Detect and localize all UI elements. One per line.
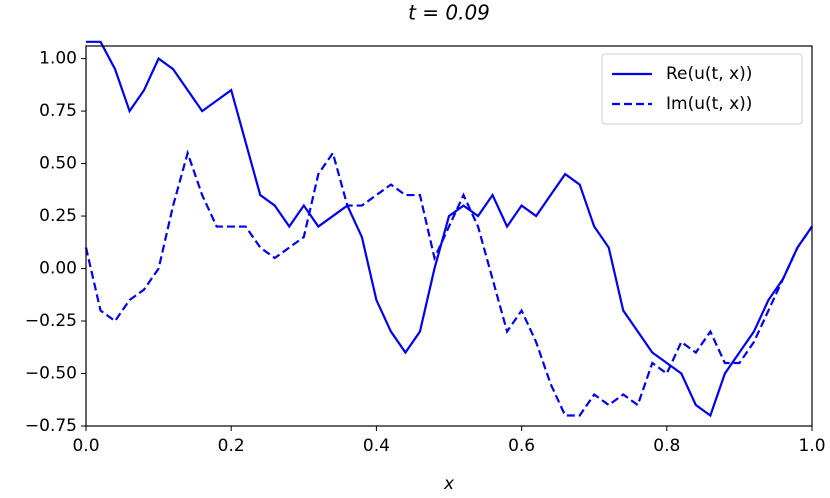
legend: Re(u(t, x)) Im(u(t, x)) bbox=[601, 53, 803, 125]
chart-title: t = 0.09 bbox=[408, 1, 490, 25]
data-line bbox=[86, 40, 813, 418]
plot-frame bbox=[85, 45, 813, 427]
y-tick-label: −0.25 bbox=[25, 311, 77, 331]
x-tick-label: 0.6 bbox=[508, 436, 535, 456]
y-tick-label: 1.00 bbox=[39, 49, 77, 69]
legend-label: Re(u(t, x)) bbox=[666, 64, 752, 84]
x-tick-label: 0.8 bbox=[653, 436, 680, 456]
y-tick-label: 0.75 bbox=[39, 101, 77, 121]
legend-box bbox=[601, 53, 803, 125]
y-tick-label: 0.00 bbox=[39, 259, 77, 279]
legend-label: Im(u(t, x)) bbox=[666, 94, 752, 114]
y-tick-label: −0.75 bbox=[25, 416, 77, 436]
x-tick-label: 0.2 bbox=[218, 436, 245, 456]
x-tick-label: 0.0 bbox=[72, 436, 99, 456]
x-tick-label: 0.4 bbox=[363, 436, 390, 456]
data-line bbox=[84, 149, 813, 417]
x-axis-label: x bbox=[443, 474, 455, 494]
y-tick-label: 0.25 bbox=[39, 206, 77, 226]
x-tick-label: 1.0 bbox=[798, 436, 825, 456]
y-tick-label: −0.50 bbox=[25, 364, 77, 384]
y-tick-label: 0.50 bbox=[39, 154, 77, 174]
